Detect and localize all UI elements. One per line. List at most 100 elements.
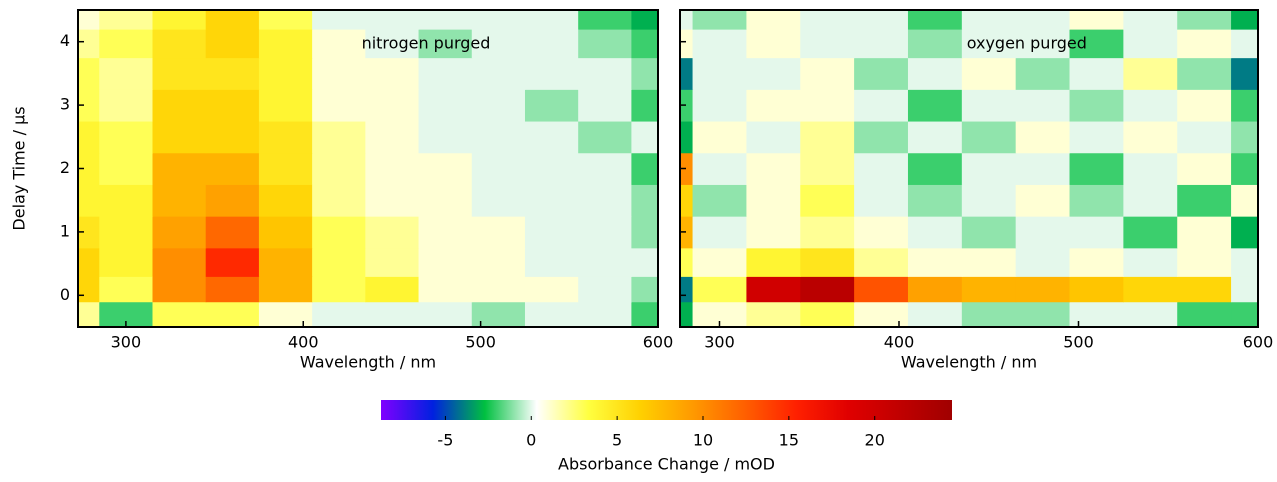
heat-cell: [1069, 247, 1124, 277]
heat-cell: [692, 29, 748, 59]
heat-cell: [680, 89, 694, 122]
heat-cell: [578, 120, 632, 154]
heat-cell: [854, 301, 909, 327]
heat-cell: [152, 247, 207, 277]
heat-cell: [800, 247, 855, 277]
heat-cell: [631, 120, 658, 154]
heat-cell: [578, 247, 632, 277]
heat-cell: [800, 216, 855, 249]
heat-cell: [524, 10, 579, 30]
heat-cell: [152, 301, 207, 327]
heat-cell: [578, 301, 632, 327]
heat-cell: [205, 276, 260, 303]
heat-cell: [471, 89, 526, 122]
heat-cell: [258, 29, 313, 59]
colorbar-tick-label: 15: [779, 431, 799, 450]
heat-cell: [524, 301, 579, 327]
heat-cell: [631, 152, 658, 185]
heat-cell: [692, 120, 748, 154]
heat-cell: [78, 10, 100, 30]
heat-cell: [578, 89, 632, 122]
heat-cell: [205, 184, 260, 217]
heat-cell: [312, 10, 366, 30]
heat-cell: [1123, 29, 1178, 59]
heat-cell: [680, 247, 694, 277]
heat-cell: [418, 120, 473, 154]
heat-cell: [907, 57, 963, 90]
heat-cell: [258, 247, 313, 277]
heat-cell: [1015, 120, 1071, 154]
heat-cell: [258, 276, 313, 303]
heat-cell: [524, 152, 579, 185]
heat-cell: [78, 301, 100, 327]
heat-cell: [365, 10, 420, 30]
heat-cell: [152, 89, 207, 122]
heat-cell: [1015, 247, 1071, 277]
heat-cell: [258, 184, 313, 217]
heat-cell: [471, 152, 526, 185]
heat-cell: [1015, 152, 1071, 185]
heat-cell: [258, 57, 313, 90]
heat-cell: [1177, 247, 1232, 277]
heat-cell: [1015, 276, 1071, 303]
heat-cell: [746, 57, 801, 90]
heat-cell: [631, 216, 658, 249]
heat-cell: [692, 152, 748, 185]
heat-cell: [418, 301, 473, 327]
heat-cell: [471, 276, 526, 303]
heat-cell: [205, 301, 260, 327]
heat-cell: [800, 120, 855, 154]
heat-cell: [1069, 216, 1124, 249]
heat-cell: [471, 216, 526, 249]
heat-cell: [99, 216, 154, 249]
heat-cell: [578, 276, 632, 303]
x-tick-label: 300: [704, 333, 735, 352]
heat-cell: [365, 57, 420, 90]
heat-cell: [1123, 247, 1178, 277]
heat-cell: [258, 10, 313, 30]
heat-cell: [524, 89, 579, 122]
heat-cell: [1015, 57, 1071, 90]
colorbar-tick-label: 20: [865, 431, 885, 450]
heat-cell: [800, 57, 855, 90]
heat-cell: [205, 216, 260, 249]
heat-cell: [907, 301, 963, 327]
heat-cell: [692, 216, 748, 249]
heat-cell: [152, 29, 207, 59]
heatmap: [78, 10, 658, 327]
heat-cell: [365, 120, 420, 154]
heat-cell: [1069, 301, 1124, 327]
heat-cell: [1015, 10, 1071, 30]
heat-cell: [680, 29, 694, 59]
heat-cell: [152, 10, 207, 30]
heat-cell: [1231, 89, 1258, 122]
heat-cell: [524, 120, 579, 154]
heat-cell: [1123, 216, 1178, 249]
heat-cell: [365, 89, 420, 122]
heat-cell: [471, 57, 526, 90]
x-tick-label: 300: [111, 333, 142, 352]
heat-cell: [631, 10, 658, 30]
heat-cell: [1177, 29, 1232, 59]
heat-cell: [1177, 301, 1232, 327]
heat-cell: [78, 276, 100, 303]
heat-cell: [1069, 120, 1124, 154]
heat-cell: [1015, 184, 1071, 217]
heat-cell: [800, 29, 855, 59]
x-axis-label: Wavelength / nm: [901, 353, 1037, 372]
heat-cell: [365, 276, 420, 303]
heat-cell: [1231, 152, 1258, 185]
heat-cell: [78, 120, 100, 154]
heat-cell: [907, 120, 963, 154]
heat-cell: [746, 216, 801, 249]
heat-cell: [1177, 89, 1232, 122]
heat-cell: [961, 10, 1017, 30]
heat-cell: [746, 152, 801, 185]
heat-cell: [418, 184, 473, 217]
heat-cell: [99, 247, 154, 277]
heat-cell: [854, 29, 909, 59]
annotation: oxygen purged: [967, 34, 1087, 53]
colorbar-tick-label: -5: [437, 431, 453, 450]
heat-cell: [152, 57, 207, 90]
heat-cell: [1015, 301, 1071, 327]
